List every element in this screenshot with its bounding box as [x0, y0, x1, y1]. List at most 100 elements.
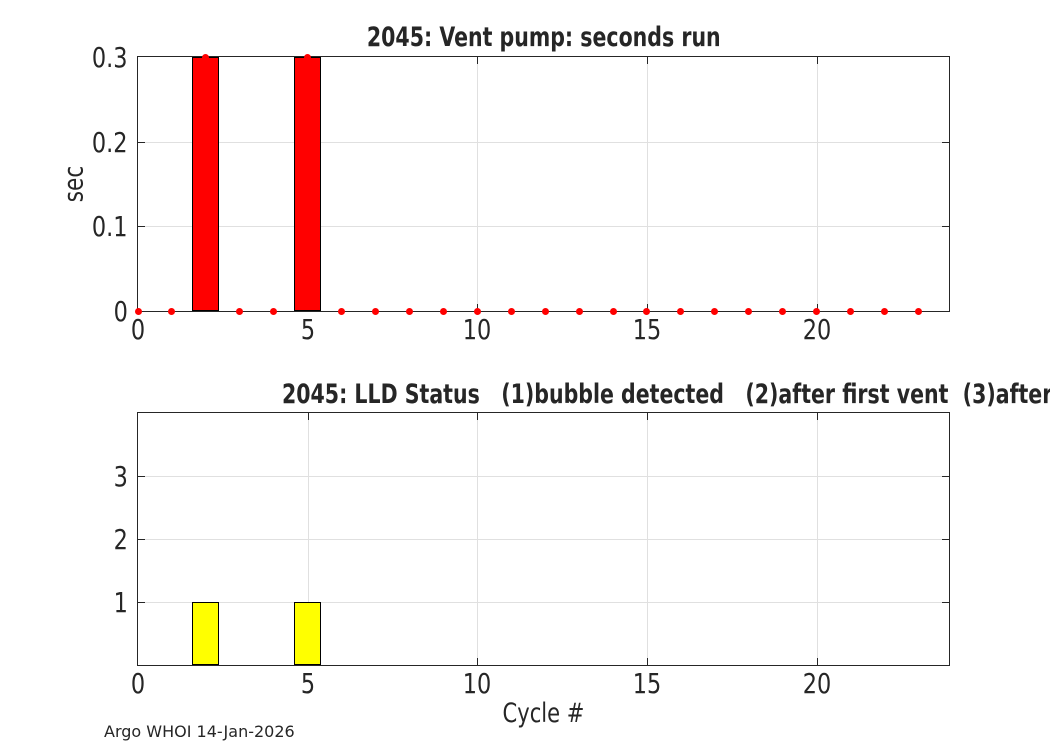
marker-cycle-19 [779, 307, 787, 315]
x-tick-label-text: 5 [300, 667, 315, 700]
gridline-y-3 [138, 476, 949, 477]
x-tick-mark-mirror [816, 413, 818, 420]
figure-footer-annotation: Argo WHOI 14-Jan-2026 [104, 722, 295, 741]
marker-cycle-6 [338, 307, 346, 315]
marker-cycle-1 [168, 307, 176, 315]
gridline-y-0.2 [138, 141, 949, 143]
x-tick-label-5: 5 [299, 670, 317, 698]
marker-cycle-7 [372, 307, 380, 315]
marker-cycle-9 [439, 307, 447, 315]
x-tick-label-10: 10 [460, 670, 496, 698]
y-tick-label-0.2: 0.2 [83, 125, 128, 159]
gridline-y-0.1 [138, 226, 949, 228]
bar-cycle-5 [294, 57, 322, 311]
y-tick-mark-mirror [942, 476, 949, 477]
marker-cycle-0 [134, 307, 142, 315]
gridline-y-2 [138, 539, 949, 540]
marker-cycle-11 [507, 307, 515, 315]
x-tick-label-text: 20 [802, 667, 831, 700]
y-tick-label-text: 0.2 [92, 125, 128, 159]
y-tick-mark [138, 539, 145, 540]
bar-cycle-5 [294, 602, 322, 665]
marker-cycle-21 [847, 307, 855, 315]
gridline-x-15 [646, 57, 648, 311]
y-tick-label-text: 0.3 [92, 41, 128, 74]
y-tick-label-0: 0 [110, 298, 128, 326]
x-tick-label-text: 0 [130, 313, 146, 346]
y-tick-mark-mirror [942, 602, 949, 603]
vent-pump-seconds-axes: 0 5 10 15 20 0 0.1 0.2 0.3 [92, 44, 950, 344]
x-axis-label-text: Cycle # [502, 698, 585, 729]
y-tick-mark-mirror [942, 226, 949, 228]
marker-cycle-2 [202, 53, 210, 61]
marker-cycle-10 [473, 307, 481, 315]
y-tick-mark [138, 226, 145, 228]
x-tick-mark-mirror [646, 413, 648, 420]
bottom-chart-title: 2045: LLD Status (1)bubble detected (2)a… [137, 380, 1050, 410]
x-tick-label-text: 5 [300, 313, 315, 346]
y-tick-label-text: 1 [113, 586, 128, 619]
y-tick-label-text: 2 [113, 523, 128, 556]
marker-cycle-8 [405, 307, 413, 315]
marker-cycle-20 [813, 307, 821, 315]
bottom-chart-title-text: 2045: LLD Status (1)bubble detected (2)a… [281, 379, 1050, 410]
y-tick-label-1: 1 [110, 589, 128, 617]
x-tick-label-text: 0 [130, 667, 146, 700]
marker-cycle-18 [745, 307, 753, 315]
top-chart-y-axis-label: sec [58, 161, 90, 207]
marker-cycle-5 [304, 53, 312, 61]
x-tick-label-text: 15 [632, 667, 662, 700]
x-tick-label-20: 20 [799, 316, 835, 344]
x-tick-mark [646, 658, 648, 665]
y-tick-label-2: 2 [110, 526, 128, 554]
marker-cycle-12 [541, 307, 549, 315]
x-tick-mark-mirror [816, 57, 818, 64]
gridline-y-1 [138, 602, 949, 603]
x-tick-mark-mirror [477, 57, 479, 64]
x-tick-label-text: 10 [463, 667, 492, 700]
y-tick-label-0.3: 0.3 [83, 44, 128, 72]
bar-cycle-2 [192, 57, 220, 311]
x-tick-mark [816, 658, 818, 665]
x-tick-label-text: 20 [802, 313, 831, 346]
marker-cycle-23 [914, 307, 922, 315]
marker-cycle-17 [711, 307, 719, 315]
x-tick-label-0: 0 [129, 316, 147, 344]
x-tick-mark-mirror [477, 413, 479, 420]
y-tick-label-0.1: 0.1 [83, 213, 128, 241]
x-tick-mark-mirror [307, 413, 309, 420]
marker-cycle-4 [270, 307, 278, 315]
top-chart-y-axis-label-text: sec [58, 165, 90, 203]
x-tick-label-15: 15 [629, 316, 665, 344]
y-tick-mark [138, 476, 145, 477]
y-tick-mark-mirror [942, 141, 949, 143]
marker-cycle-15 [643, 307, 651, 315]
x-tick-label-5: 5 [299, 316, 317, 344]
y-tick-mark-mirror [942, 539, 949, 540]
marker-cycle-13 [575, 307, 583, 315]
x-tick-label-15: 15 [629, 670, 665, 698]
y-tick-mark [138, 141, 145, 143]
x-axis-label: Cycle # [137, 700, 950, 727]
marker-cycle-22 [881, 307, 889, 315]
x-tick-label-20: 20 [799, 670, 835, 698]
bar-cycle-2 [192, 602, 220, 665]
y-tick-label-text: 0.1 [92, 210, 128, 244]
x-tick-label-text: 15 [632, 313, 662, 346]
top-chart-title-text: 2045: Vent pump: seconds run [366, 22, 721, 53]
marker-cycle-3 [236, 307, 244, 315]
gridline-x-10 [477, 57, 479, 311]
lld-status-axes: 0 5 10 15 20 1 2 3 [114, 412, 950, 698]
gridline-x-20 [816, 57, 818, 311]
y-tick-label-text: 0 [113, 295, 128, 328]
top-chart-title: 2045: Vent pump: seconds run [137, 23, 950, 53]
x-tick-label-text: 10 [463, 313, 492, 346]
x-tick-label-10: 10 [460, 316, 496, 344]
x-tick-mark-mirror [646, 57, 648, 64]
x-tick-label-0: 0 [129, 670, 147, 698]
y-tick-label-3: 3 [110, 463, 128, 491]
x-tick-mark [477, 658, 479, 665]
marker-cycle-16 [677, 307, 685, 315]
y-tick-label-text: 3 [113, 460, 128, 493]
